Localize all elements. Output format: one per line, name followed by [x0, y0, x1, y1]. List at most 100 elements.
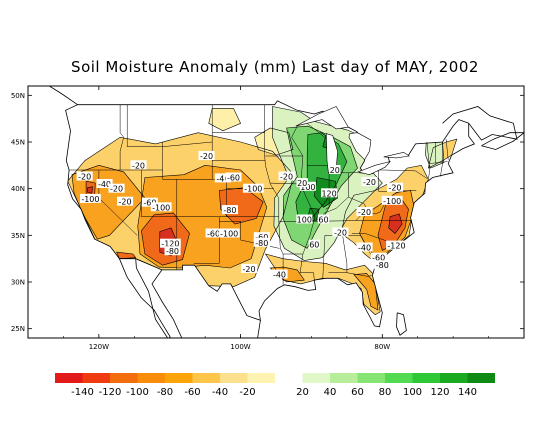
contour-label-bg-32	[386, 240, 407, 250]
contour-line-9	[353, 273, 379, 311]
state-border-28	[325, 171, 330, 210]
anomaly-region-14	[116, 252, 136, 259]
legend-swatch-5	[165, 373, 193, 383]
lon-label-120W: 120W	[89, 343, 109, 351]
contour-label-bg-6	[117, 196, 134, 206]
legend-swatch-10	[302, 373, 330, 383]
contour-label-bg-31	[374, 260, 391, 270]
contour-label-bg-20	[241, 263, 258, 273]
legend-label-6: -40	[212, 387, 228, 398]
state-border-38	[429, 161, 448, 164]
contour-label-1: -20	[78, 173, 91, 182]
legend-label-14: 140	[458, 387, 477, 398]
canada-coastline-east	[442, 106, 518, 141]
color-legend: -140 -120 -100 -80 -60 -40 -20 20 40 60 80 100 120 14…	[55, 373, 495, 398]
legend-label-9: 40	[324, 387, 337, 398]
contour-label-23: 100	[300, 183, 315, 192]
contour-label-bg-30	[370, 252, 387, 262]
state-border-21	[322, 235, 326, 279]
contour-label-12: -100	[244, 185, 262, 194]
bahamas-outline	[396, 312, 407, 336]
contour-label-bg-11	[225, 172, 242, 182]
state-border-31	[378, 170, 417, 192]
contour-label-33: -20	[358, 208, 371, 217]
lat-label-50N: 50N	[11, 92, 25, 100]
state-border-37	[440, 142, 443, 177]
state-border-15	[264, 104, 284, 285]
legend-label-13: 120	[430, 387, 449, 398]
contour-label-20: -20	[243, 265, 256, 274]
legend-swatch-3	[110, 373, 138, 383]
axis-ticks: 50N 45N 40N 35N 30N 25N 120W 100W 80W	[11, 86, 524, 351]
contour-label-bg-19	[253, 237, 270, 247]
contour-line-19	[208, 108, 242, 132]
legend-swatch-16	[467, 373, 495, 383]
contour-line-23	[295, 132, 348, 224]
contour-label-11: -60	[227, 174, 240, 183]
contour-label-bg-8	[150, 202, 172, 212]
anomaly-region-19	[208, 108, 241, 131]
legend-label-8: 20	[296, 387, 309, 398]
contour-label-21: -40	[273, 271, 286, 280]
contour-line-18	[254, 127, 294, 156]
contour-label-32: -120	[387, 242, 405, 251]
contour-label-8: -100	[152, 203, 170, 212]
legend-swatch-13	[385, 373, 413, 383]
legend-swatch-8	[247, 373, 275, 383]
legend-label-3: -100	[126, 387, 149, 398]
contour-line-24	[313, 177, 338, 208]
contour-label-bg-22	[278, 171, 295, 181]
state-border-36	[426, 141, 431, 180]
anomaly-region-11	[219, 187, 264, 225]
gulf-coastline	[257, 320, 261, 338]
legend-swatch-15	[440, 373, 468, 383]
contour-line-6	[137, 164, 268, 269]
contour-label-bg-10	[214, 173, 231, 183]
lon-label-100W: 100W	[230, 343, 250, 351]
legend-label-7: -20	[239, 387, 255, 398]
state-border-17	[291, 125, 316, 281]
legend-label-11: 80	[379, 387, 392, 398]
legend-swatch-12	[357, 373, 385, 383]
legend-swatch-2	[82, 373, 110, 383]
contour-line-16	[388, 213, 403, 234]
anomaly-region-9	[353, 273, 378, 310]
contour-label-bg-1	[76, 171, 93, 181]
contour-line-17	[87, 186, 93, 194]
state-borders	[49, 86, 524, 338]
contour-label-bg-4	[130, 160, 147, 170]
lon-label-80W: 80W	[374, 343, 390, 351]
contour-label-3: -20	[110, 185, 123, 194]
contour-label-bg-37	[329, 165, 341, 174]
lat-label-30N: 30N	[11, 279, 25, 287]
contour-label-bg-13	[221, 205, 238, 215]
baja-coastline	[119, 258, 171, 338]
lat-label-40N: 40N	[11, 185, 25, 193]
lake-erie	[357, 161, 391, 176]
contour-label-bg-25	[296, 214, 313, 224]
contour-label-25: 100	[297, 216, 312, 225]
state-border-25	[346, 272, 372, 277]
legend-swatch-7	[220, 373, 248, 383]
contour-label-29: -40	[358, 244, 371, 253]
state-border-33	[348, 191, 401, 215]
legend-swatch-14	[412, 373, 440, 383]
legend-label-10: 60	[351, 387, 364, 398]
lat-label-45N: 45N	[11, 139, 25, 147]
contour-label-bg-21	[271, 269, 288, 279]
contour-line-22	[282, 125, 358, 249]
contour-label-bg-16	[160, 238, 181, 248]
contour-label-6: -20	[119, 198, 132, 207]
contour-label-bg-34	[381, 195, 403, 205]
nova-scotia-outline	[481, 132, 524, 150]
contour-label-bg-33	[356, 207, 373, 216]
state-border-40	[445, 139, 449, 160]
state-border-18	[270, 182, 301, 185]
contour-label-bg-15	[218, 228, 240, 238]
contour-label-bg-17	[164, 246, 181, 256]
contour-group	[67, 106, 458, 316]
legend-swatch-1	[55, 373, 83, 383]
contour-label-bg-18	[253, 232, 270, 242]
contour-label-38: 20	[297, 179, 307, 188]
contour-line-14	[116, 251, 137, 260]
